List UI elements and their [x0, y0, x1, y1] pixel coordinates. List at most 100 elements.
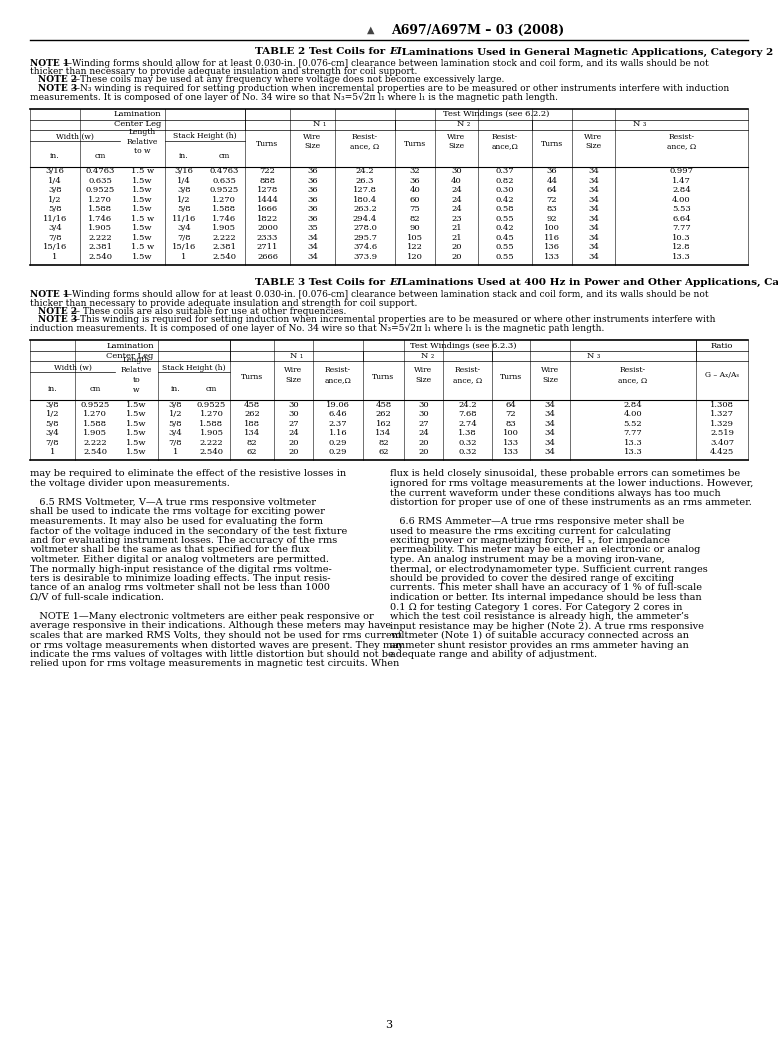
- Text: 62: 62: [247, 449, 258, 456]
- Text: 294.4: 294.4: [353, 214, 377, 223]
- Text: ammeter shunt resistor provides an rms ammeter having an: ammeter shunt resistor provides an rms a…: [390, 640, 689, 650]
- Text: 1.905: 1.905: [83, 429, 107, 437]
- Text: 1.327: 1.327: [710, 410, 734, 418]
- Text: NOTE 1—Many electronic voltmeters are either peak responsive or: NOTE 1—Many electronic voltmeters are ei…: [30, 612, 373, 621]
- Text: 1.47: 1.47: [672, 177, 691, 184]
- Text: 3/4: 3/4: [46, 429, 59, 437]
- Text: 2.222: 2.222: [88, 234, 112, 242]
- Text: NOTE 3: NOTE 3: [38, 315, 77, 325]
- Text: 92: 92: [547, 214, 557, 223]
- Text: 1.270: 1.270: [83, 410, 107, 418]
- Text: 1/2: 1/2: [177, 196, 191, 204]
- Text: 278.0: 278.0: [353, 224, 377, 232]
- Text: 1.5w: 1.5w: [126, 410, 147, 418]
- Text: Center Leg: Center Leg: [107, 352, 154, 360]
- Text: Resist-
ance, Ω: Resist- ance, Ω: [453, 366, 482, 384]
- Text: 0.82: 0.82: [496, 177, 514, 184]
- Text: 0.42: 0.42: [496, 224, 514, 232]
- Text: induction measurements. It is composed of one layer of No. 34 wire so that N₃=5√: induction measurements. It is composed o…: [30, 324, 605, 333]
- Text: 1444: 1444: [257, 196, 279, 204]
- Text: Wire
Size: Wire Size: [415, 366, 433, 384]
- Text: 2.381: 2.381: [88, 244, 112, 251]
- Text: 13.3: 13.3: [624, 449, 643, 456]
- Text: TABLE 3 Test Coils for: TABLE 3 Test Coils for: [255, 278, 389, 287]
- Text: 24.2: 24.2: [356, 168, 374, 175]
- Text: 11/16: 11/16: [172, 214, 196, 223]
- Text: 7.77: 7.77: [672, 224, 691, 232]
- Text: 7/8: 7/8: [169, 438, 182, 447]
- Text: 34: 34: [545, 420, 555, 428]
- Text: 722: 722: [260, 168, 275, 175]
- Text: 0.997: 0.997: [670, 168, 693, 175]
- Text: 23: 23: [451, 214, 462, 223]
- Text: 3/8: 3/8: [48, 186, 61, 195]
- Text: 36: 36: [307, 186, 317, 195]
- Text: measurements. It is composed of one layer of No. 34 wire so that N₃=5√2π l₁ wher: measurements. It is composed of one laye…: [30, 93, 558, 102]
- Text: 2.74: 2.74: [458, 420, 477, 428]
- Text: 20: 20: [451, 253, 462, 260]
- Text: 0.9525: 0.9525: [86, 186, 114, 195]
- Text: Test Windings (see 6.2.3): Test Windings (see 6.2.3): [410, 341, 517, 350]
- Text: Wire
Size: Wire Size: [285, 366, 303, 384]
- Text: cm: cm: [89, 385, 100, 393]
- Text: 1.16: 1.16: [328, 429, 347, 437]
- Text: 5.52: 5.52: [624, 420, 643, 428]
- Text: Length
Relative
to
w: Length Relative to w: [121, 356, 152, 393]
- Text: indication or better. Its internal impedance should be less than: indication or better. Its internal imped…: [390, 593, 702, 602]
- Text: 1.905: 1.905: [88, 224, 112, 232]
- Text: 458: 458: [244, 401, 260, 409]
- Text: Turns: Turns: [241, 373, 263, 381]
- Text: 72: 72: [506, 410, 517, 418]
- Text: 82: 82: [410, 214, 420, 223]
- Text: 373.9: 373.9: [353, 253, 377, 260]
- Text: thicker than necessary to provide adequate insulation and strength for coil supp: thicker than necessary to provide adequa…: [30, 299, 417, 307]
- Text: 64: 64: [506, 401, 517, 409]
- Text: 20: 20: [289, 438, 299, 447]
- Text: 5/8: 5/8: [177, 205, 191, 213]
- Text: 6.64: 6.64: [672, 214, 691, 223]
- Text: or rms voltage measurements when distorted waves are present. They may: or rms voltage measurements when distort…: [30, 640, 404, 650]
- Text: 4.425: 4.425: [710, 449, 734, 456]
- Text: 3/8: 3/8: [46, 401, 59, 409]
- Text: Turns: Turns: [404, 139, 426, 148]
- Text: 127.8: 127.8: [353, 186, 377, 195]
- Text: Width (w): Width (w): [56, 132, 94, 141]
- Text: 30: 30: [288, 410, 299, 418]
- Text: should be provided to cover the desired range of exciting: should be provided to cover the desired …: [390, 574, 674, 583]
- Text: cm: cm: [94, 152, 106, 159]
- Text: 1/2: 1/2: [169, 410, 182, 418]
- Text: indicate the rms values of voltages with little distortion but should not be: indicate the rms values of voltages with…: [30, 650, 394, 659]
- Text: 2.84: 2.84: [672, 186, 691, 195]
- Text: 20: 20: [419, 438, 429, 447]
- Text: 26.3: 26.3: [356, 177, 374, 184]
- Text: 2.519: 2.519: [710, 429, 734, 437]
- Text: NOTE 1: NOTE 1: [30, 58, 69, 68]
- Text: N ₁: N ₁: [290, 352, 303, 360]
- Text: 34: 34: [545, 449, 555, 456]
- Text: 122: 122: [407, 244, 423, 251]
- Text: thicker than necessary to provide adequate insulation and strength for coil supp: thicker than necessary to provide adequa…: [30, 67, 417, 76]
- Text: 2.222: 2.222: [212, 234, 236, 242]
- Text: 162: 162: [376, 420, 391, 428]
- Text: adequate range and ability of adjustment.: adequate range and ability of adjustment…: [390, 650, 598, 659]
- Text: Resist-
ance, Ω: Resist- ance, Ω: [667, 132, 696, 150]
- Text: voltmeter (Note 1) of suitable accuracy connected across an: voltmeter (Note 1) of suitable accuracy …: [390, 631, 689, 640]
- Text: 2.540: 2.540: [88, 253, 112, 260]
- Text: 1.5 w: 1.5 w: [131, 214, 154, 223]
- Text: 34: 34: [307, 244, 318, 251]
- Text: 62: 62: [378, 449, 389, 456]
- Text: Wire
Size: Wire Size: [541, 366, 559, 384]
- Text: 2.540: 2.540: [199, 449, 223, 456]
- Text: 888: 888: [259, 177, 275, 184]
- Text: 30: 30: [451, 168, 462, 175]
- Text: 32: 32: [410, 168, 420, 175]
- Text: 1.905: 1.905: [199, 429, 223, 437]
- Text: 34: 34: [545, 401, 555, 409]
- Text: 34: 34: [307, 253, 318, 260]
- Text: 36: 36: [307, 205, 317, 213]
- Text: 1/2: 1/2: [48, 196, 61, 204]
- Text: cm: cm: [219, 152, 230, 159]
- Text: 7/8: 7/8: [48, 234, 61, 242]
- Text: 24.2: 24.2: [458, 401, 477, 409]
- Text: 64: 64: [547, 186, 557, 195]
